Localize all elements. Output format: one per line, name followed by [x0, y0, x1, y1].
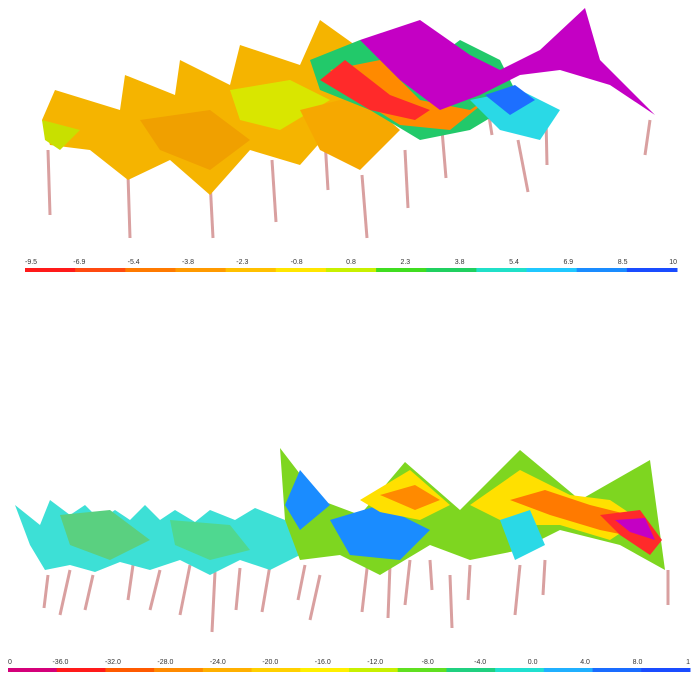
- colorbar-segment: [275, 268, 327, 272]
- colorbar-label: -12.0: [367, 659, 383, 666]
- top-shells: [42, 8, 655, 195]
- colorbar-label: -4.0: [474, 659, 486, 666]
- colorbar-segment: [251, 668, 301, 672]
- colorbar-label: 0.8: [346, 259, 356, 266]
- colorbar-segment: [325, 268, 377, 272]
- colorbar-segment: [25, 268, 76, 272]
- colorbar-segment: [8, 668, 58, 672]
- colorbar-segment: [592, 668, 642, 672]
- colorbar-label: -20.0: [262, 659, 278, 666]
- colorbar-label: -0.8: [291, 259, 303, 266]
- colorbar-label: 6.9: [563, 259, 573, 266]
- colorbar-label: 0: [8, 659, 12, 666]
- colorbar-segment: [56, 668, 106, 672]
- colorbar-label: -32.0: [105, 659, 121, 666]
- colorbar-segment: [526, 268, 578, 272]
- colorbar-label: -24.0: [210, 659, 226, 666]
- colorbar-segment: [626, 268, 678, 272]
- colorbar-label: -2.3: [236, 259, 248, 266]
- bottom-legs: [42, 559, 670, 633]
- colorbar-segment: [349, 668, 399, 672]
- colorbar-segment: [576, 268, 628, 272]
- colorbar-segment: [446, 668, 496, 672]
- colorbar-label: -8.0: [422, 659, 434, 666]
- bottom-shells: [15, 448, 665, 575]
- colorbar-label: 1: [686, 659, 690, 666]
- colorbar-label: -36.0: [52, 659, 68, 666]
- colorbar-label: 2.3: [400, 259, 410, 266]
- colorbar-segment: [641, 668, 691, 672]
- colorbar-segment: [476, 268, 528, 272]
- colorbar-label: -9.5: [25, 259, 37, 266]
- colorbar-label: 8.5: [618, 259, 628, 266]
- colorbar-segment: [300, 668, 350, 672]
- colorbar-label: 4.0: [580, 659, 590, 666]
- colorbar-segment: [397, 668, 447, 672]
- colorbar-label: 0.0: [528, 659, 538, 666]
- colorbar-segment: [75, 268, 126, 272]
- colorbar-label: 10: [669, 259, 677, 266]
- colorbar-segment: [125, 268, 176, 272]
- colorbar-label: -6.9: [73, 259, 85, 266]
- colorbar-segment: [202, 668, 253, 672]
- colorbar-label: 3.8: [455, 259, 465, 266]
- colorbar-segment: [105, 668, 155, 672]
- colorbar-label: -5.4: [128, 259, 140, 266]
- colorbar-segment: [175, 268, 227, 272]
- colorbars: -9.5 -6.9 -5.4 -3.8 -2.3 -0.8 0.8 2.3 3.8 5.4 6.9 8…: [8, 259, 691, 672]
- colorbar-label: 8.0: [633, 659, 643, 666]
- colorbar-segment: [426, 268, 477, 272]
- colorbar-segment: [543, 668, 594, 672]
- colorbar-label: -3.8: [182, 259, 194, 266]
- colorbar-segment: [154, 668, 204, 672]
- colorbar-label: 5.4: [509, 259, 519, 266]
- colorbar-segment: [225, 268, 277, 272]
- colorbar-label: -28.0: [157, 659, 173, 666]
- colorbar-segment: [376, 268, 427, 272]
- colorbar-segment: [495, 668, 545, 672]
- colorbar-label: -16.0: [315, 659, 331, 666]
